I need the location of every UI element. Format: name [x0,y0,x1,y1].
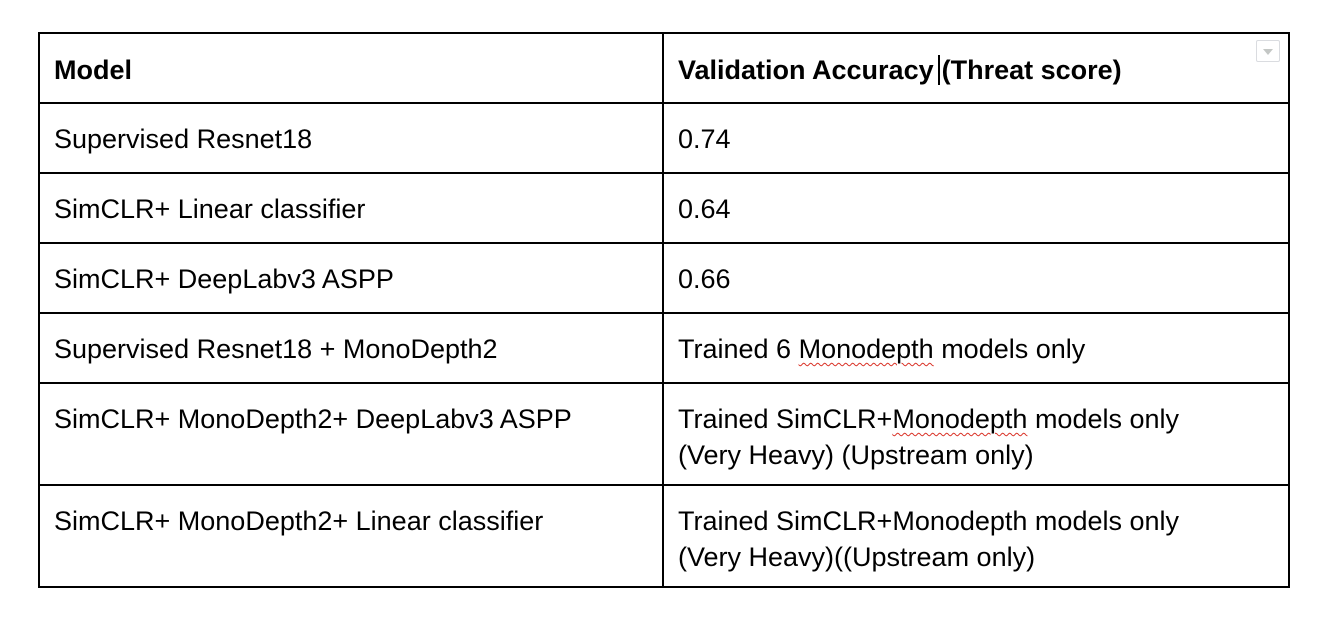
accuracy-cell[interactable]: Trained SimCLR+Monodepth models only (Ve… [662,484,1290,588]
model-cell[interactable]: SimCLR+ MonoDepth2+ Linear classifier [38,484,664,588]
model-name: SimCLR+ DeepLabv3 ASPP [54,264,394,294]
table-row: SimCLR+ Linear classifier 0.64 [38,172,1290,244]
accuracy-value: 0.66 [678,264,731,294]
accuracy-line-2: (Very Heavy)((Upstream only) [678,542,1036,572]
model-cell[interactable]: SimCLR+ Linear classifier [38,172,664,244]
table-row: Supervised Resnet18 0.74 [38,102,1290,174]
accuracy-cell[interactable]: Trained 6 Monodepth models only [662,312,1290,384]
spellcheck-flagged-word[interactable]: Monodepth [798,334,934,364]
table-row: SimCLR+ MonoDepth2+ Linear classifier Tr… [38,484,1290,588]
accuracy-value: 0.64 [678,194,731,224]
accuracy-value: 0.74 [678,124,731,154]
accuracy-cell[interactable]: 0.74 [662,102,1290,174]
header-cell-accuracy[interactable]: Validation Accuracy (Threat score) [662,32,1290,104]
accuracy-line-1: Trained SimCLR+Monodepth models only [678,401,1274,437]
model-cell[interactable]: SimCLR+ MonoDepth2+ DeepLabv3 ASPP [38,382,664,486]
header-accuracy-label: Validation Accuracy [678,55,934,85]
model-name: Supervised Resnet18 [54,124,313,154]
accuracy-cell[interactable]: Trained SimCLR+Monodepth models only (Ve… [662,382,1290,486]
table-header-row: Model Validation Accuracy (Threat score) [38,32,1290,104]
header-model-label: Model [54,55,132,85]
table-row: SimCLR+ MonoDepth2+ DeepLabv3 ASPP Train… [38,382,1290,486]
model-cell[interactable]: Supervised Resnet18 [38,102,664,174]
model-name: SimCLR+ MonoDepth2+ Linear classifier [54,506,544,536]
accuracy-line-2: (Very Heavy) (Upstream only) [678,440,1034,470]
model-name: SimCLR+ MonoDepth2+ DeepLabv3 ASPP [54,404,572,434]
model-cell[interactable]: SimCLR+ DeepLabv3 ASPP [38,242,664,314]
accuracy-line-1: Trained SimCLR+Monodepth models only [678,506,1180,536]
model-name: SimCLR+ Linear classifier [54,194,366,224]
accuracy-text-end: models only [1027,404,1180,434]
spellcheck-flagged-word[interactable]: Monodepth [892,404,1028,434]
table-row: Supervised Resnet18 + MonoDepth2 Trained… [38,312,1290,384]
accuracy-text-start: Trained SimCLR+ [678,404,893,434]
results-table: Model Validation Accuracy (Threat score) … [38,32,1290,588]
accuracy-cell[interactable]: 0.66 [662,242,1290,314]
model-cell[interactable]: Supervised Resnet18 + MonoDepth2 [38,312,664,384]
text-cursor [937,55,940,85]
table-row: SimCLR+ DeepLabv3 ASPP 0.66 [38,242,1290,314]
header-cell-model[interactable]: Model [38,32,664,104]
model-name: Supervised Resnet18 + MonoDepth2 [54,334,498,364]
accuracy-text-end: models only [933,334,1086,364]
accuracy-cell[interactable]: 0.64 [662,172,1290,244]
dropdown-arrow-icon[interactable] [1256,40,1280,62]
accuracy-text-start: Trained 6 [678,334,799,364]
header-accuracy-sublabel: (Threat score) [941,55,1122,85]
